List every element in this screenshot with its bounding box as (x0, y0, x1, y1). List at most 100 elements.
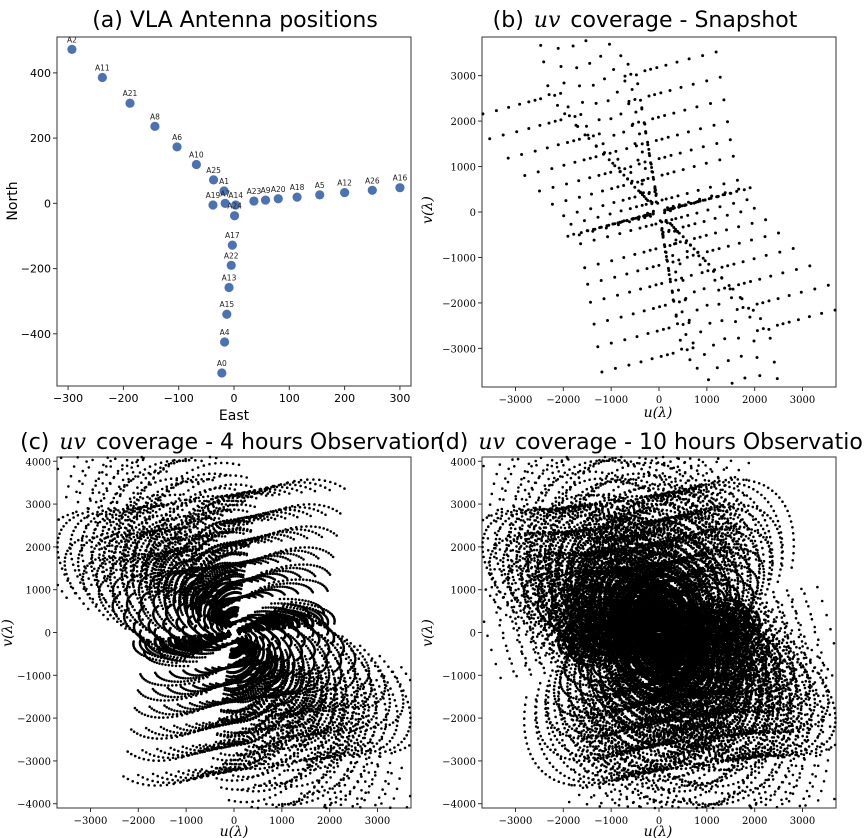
uv-point (674, 239, 677, 242)
uv-point (246, 528, 249, 531)
uv-point (557, 143, 560, 146)
uv-point (306, 792, 309, 795)
uv-point (640, 106, 643, 109)
uv-point (189, 748, 192, 751)
uv-point (612, 223, 615, 226)
uv-point (276, 514, 279, 517)
uv-point (769, 337, 772, 340)
uv-point (696, 309, 699, 312)
uv-point (271, 784, 274, 787)
uv-point (672, 261, 675, 264)
uv-point (665, 198, 668, 201)
uv-point (164, 751, 167, 754)
uv-point (655, 139, 658, 142)
uv-point (697, 189, 700, 192)
uv-point (692, 342, 695, 345)
antenna-label: A17 (225, 231, 240, 240)
uv-point (578, 233, 581, 236)
uv-point (374, 750, 377, 753)
uv-point (175, 775, 178, 778)
uv-point (160, 461, 163, 464)
uv-point (719, 76, 722, 79)
uv-point (208, 721, 211, 724)
uv-point (729, 287, 732, 290)
uv-point (212, 757, 215, 760)
uv-point (761, 301, 764, 304)
uv-point (641, 183, 644, 186)
uv-point (709, 186, 712, 189)
uv-point (262, 763, 265, 766)
uv-point (195, 722, 198, 725)
uv-point (644, 214, 647, 217)
uv-point (151, 780, 154, 783)
uv-point (664, 304, 667, 307)
uv-point (174, 494, 177, 497)
uv-point (702, 257, 705, 260)
uv-point (339, 485, 342, 488)
uv-point (626, 177, 629, 180)
uv-point (252, 790, 255, 793)
uv-point (198, 724, 201, 727)
panel-c-xtick-label: 3000 (365, 816, 390, 827)
antenna-label: A19 (206, 191, 221, 200)
uv-point (215, 457, 218, 460)
uv-point (279, 489, 282, 492)
uv-point (553, 94, 556, 97)
uv-point (701, 271, 704, 274)
uv-point (231, 788, 234, 791)
uv-point (715, 142, 718, 145)
uv-point (587, 137, 590, 140)
uv-point (667, 230, 670, 233)
uv-point (225, 787, 228, 790)
uv-point (85, 535, 88, 538)
uv-point (228, 710, 231, 713)
uv-point (214, 472, 217, 475)
uv-point (225, 693, 228, 696)
uv-point (141, 749, 144, 752)
uv-point (687, 224, 690, 227)
uv-point (677, 259, 680, 262)
uv-point (643, 123, 646, 126)
uv-point (568, 114, 571, 117)
uv-point (318, 534, 321, 537)
uv-point (165, 706, 168, 709)
uv-point (638, 163, 641, 166)
panel-b-frame (482, 37, 836, 387)
uv-point (773, 361, 776, 364)
antenna-point (125, 99, 134, 108)
uv-point (160, 514, 163, 517)
uv-point (296, 489, 299, 492)
uv-point (314, 483, 317, 486)
uv-point (776, 324, 779, 327)
uv-point (586, 134, 589, 137)
uv-point (640, 360, 643, 363)
uv-point (661, 233, 664, 236)
uv-point (282, 556, 285, 559)
uv-point (404, 747, 407, 750)
uv-point (538, 190, 541, 193)
uv-point (663, 245, 666, 248)
uv-point (308, 758, 311, 761)
uv-point (202, 745, 205, 748)
uv-point (163, 727, 166, 730)
uv-point (254, 784, 257, 787)
uv-point (721, 266, 724, 269)
uv-point (759, 317, 762, 320)
uv-point (659, 219, 662, 222)
uv-point (653, 93, 656, 96)
uv-point (327, 552, 330, 555)
panel-b-title: (b) uv coverage - Snapshot (493, 8, 798, 33)
uv-point (220, 786, 223, 789)
antenna-label: A12 (337, 179, 352, 188)
uv-point (357, 750, 360, 753)
uv-point (620, 316, 623, 319)
uv-point (278, 493, 281, 496)
uv-point (319, 484, 322, 487)
uv-point (639, 99, 642, 102)
uv-point (576, 125, 579, 128)
uv-point (177, 770, 180, 773)
uv-point (185, 747, 188, 750)
uv-point (131, 780, 134, 783)
antenna-point (150, 122, 159, 131)
uv-point (690, 274, 693, 277)
